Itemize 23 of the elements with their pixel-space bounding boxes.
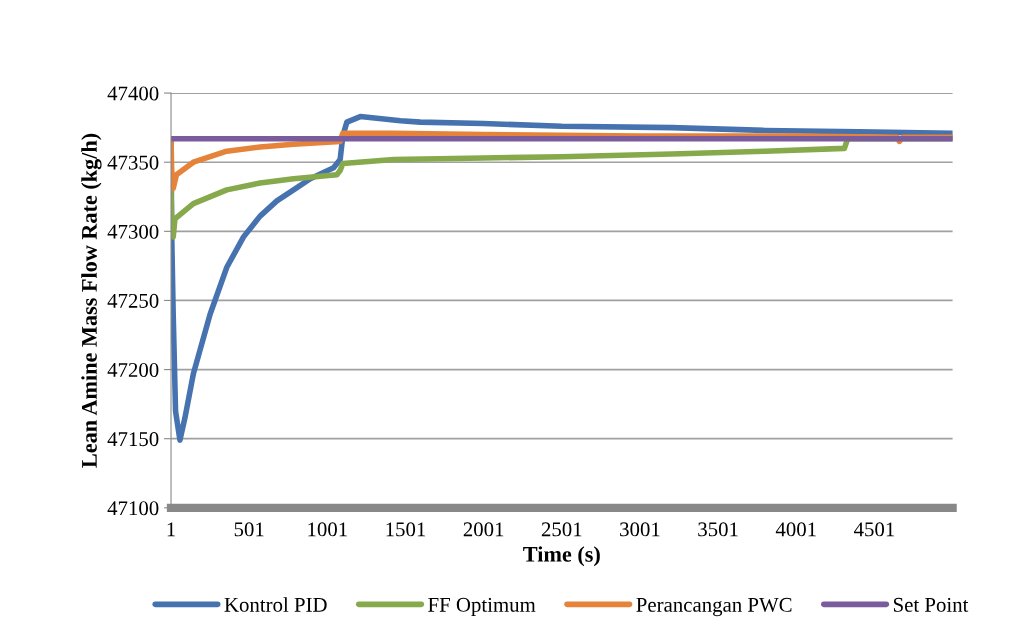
- legend-label: Set Point: [893, 597, 969, 612]
- x-tick-label: 2001: [463, 522, 504, 537]
- legend-label: FF Optimum: [428, 597, 536, 617]
- x-tick-label: 1001: [308, 522, 347, 537]
- x-tick-label: 501: [234, 522, 264, 537]
- x-tick-label: 3001: [620, 522, 660, 537]
- y-tick-label: 47300: [107, 224, 159, 239]
- x-tick-label: 1: [167, 522, 175, 537]
- x-axis-title: Time (s): [523, 546, 600, 567]
- x-tick-label: 3501: [698, 522, 738, 537]
- legend-label: Perancangan PWC: [636, 597, 792, 617]
- x-tick-label: 2501: [541, 522, 582, 537]
- y-tick-label: 47400: [107, 86, 159, 101]
- x-tick-label: 4501: [854, 522, 895, 537]
- y-tick-label: 47350: [107, 155, 159, 170]
- y-tick-label: 47150: [107, 432, 159, 447]
- y-tick-label: 47200: [107, 362, 159, 378]
- x-tick-label: 1501: [386, 522, 426, 537]
- x-tick-label: 4001: [775, 522, 816, 537]
- y-axis-title: Lean Amine Mass Flow Rate (kg/h): [81, 133, 102, 468]
- y-tick-label: 47100: [107, 501, 159, 516]
- legend-label: Kontrol PID: [224, 597, 327, 612]
- y-tick-label: 47250: [107, 293, 159, 308]
